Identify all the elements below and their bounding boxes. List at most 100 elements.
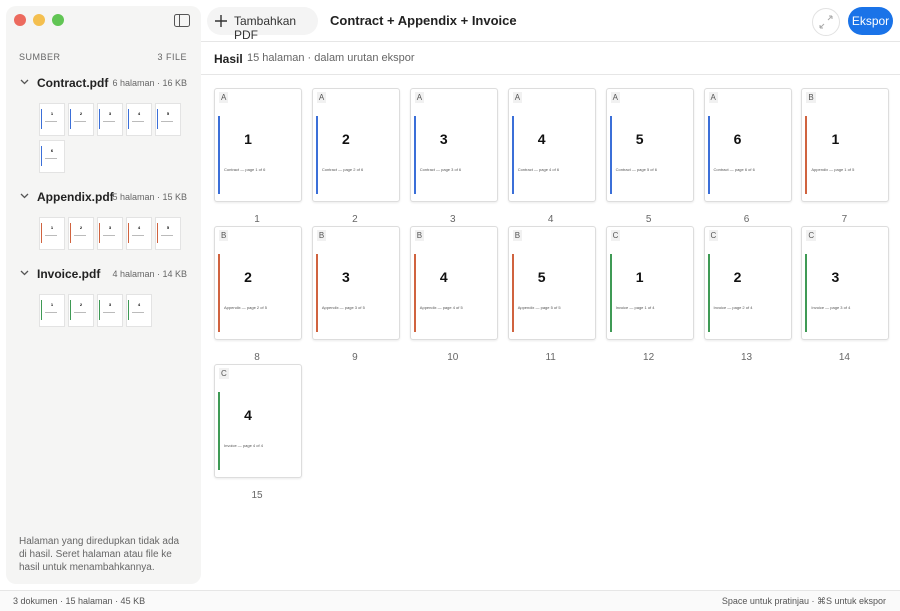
page-card[interactable]: A 5 Contract — page 5 of 6 (605, 88, 694, 202)
source-thumbnail[interactable]: 6 (39, 140, 65, 173)
page-card[interactable]: C 2 Invoice — page 2 of 4 (703, 226, 792, 340)
page-accent (315, 254, 318, 332)
thumbnail-accent (99, 300, 100, 320)
thumbnail-caption-line (45, 158, 57, 159)
page-card[interactable]: B 5 Appendix — page 5 of 5 (507, 226, 596, 340)
thumbnail-accent (128, 223, 129, 243)
thumbnail-accent (128, 109, 129, 129)
page-index: 12 (643, 352, 655, 363)
page-card[interactable]: B 2 Appendix — page 2 of 5 (214, 226, 302, 340)
source-thumbnail[interactable]: 3 (97, 294, 123, 327)
thumbnail-caption-line (74, 121, 86, 122)
thumbnail-caption-line (74, 235, 86, 236)
source-thumbnail[interactable]: 1 (39, 103, 65, 136)
thumbnail-number: 5 (166, 111, 170, 116)
thumbnail-accent (99, 223, 100, 243)
page-index: 1 (254, 214, 260, 225)
thumbnail-accent (41, 223, 42, 243)
export-button[interactable]: Ekspor (848, 7, 893, 35)
page-card[interactable]: B 1 Appendix — page 1 of 5 (801, 88, 890, 202)
toolbar (201, 0, 900, 42)
page-badge: A (219, 92, 229, 103)
thumbnail-caption-line (45, 121, 57, 122)
add-pdf-button[interactable]: Tambahkan PDF (207, 7, 318, 42)
minimize-button[interactable] (33, 14, 45, 26)
source-thumbnail[interactable]: 1 (39, 217, 65, 250)
page-index: 15 (251, 490, 263, 501)
thumbnail-accent (99, 109, 100, 129)
page-caption: Contract — page 3 of 6 (419, 167, 462, 172)
file-name[interactable]: Invoice.pdf (37, 267, 101, 281)
disclosure-chevron[interactable] (20, 79, 29, 85)
thumbnail-accent (70, 109, 71, 129)
page-card[interactable]: C 4 Invoice — page 4 of 4 (214, 364, 302, 478)
page-accent (707, 116, 710, 194)
page-number: 4 (244, 407, 252, 423)
source-thumbnail[interactable]: 4 (126, 294, 152, 327)
thumbnail-accent (41, 109, 42, 129)
thumbnail-caption-line (161, 235, 173, 236)
page-badge: B (806, 92, 816, 103)
thumbnail-number: 3 (108, 111, 112, 116)
page-card[interactable]: C 1 Invoice — page 1 of 4 (605, 226, 694, 340)
source-thumbnail[interactable]: 1 (39, 294, 65, 327)
source-thumbnail[interactable]: 3 (97, 103, 123, 136)
page-card[interactable]: A 1 Contract — page 1 of 6 (214, 88, 302, 202)
page-card[interactable]: B 3 Appendix — page 3 of 5 (311, 226, 400, 340)
page-number: 2 (733, 269, 742, 285)
source-thumbnail[interactable]: 4 (126, 217, 152, 250)
close-button[interactable] (14, 14, 26, 26)
page-caption: Appendix — page 1 of 5 (811, 167, 855, 172)
zoom-button[interactable] (52, 14, 64, 26)
file-name[interactable]: Contract.pdf (37, 76, 109, 90)
source-thumbnail[interactable]: 2 (68, 217, 94, 250)
source-thumbnail[interactable]: 4 (126, 103, 152, 136)
thumbnail-number: 2 (79, 111, 83, 116)
thumbnail-caption-line (103, 121, 115, 122)
page-card[interactable]: B 4 Appendix — page 4 of 5 (409, 226, 498, 340)
page-card[interactable]: A 6 Contract — page 6 of 6 (703, 88, 792, 202)
page-accent (511, 254, 514, 332)
page-index: 14 (838, 352, 850, 363)
add-pdf-label: Tambahkan PDF (234, 14, 297, 42)
page-number: 4 (537, 131, 546, 147)
expand-button[interactable] (812, 8, 840, 36)
source-thumbnail[interactable]: 2 (68, 294, 94, 327)
page-badge: B (414, 230, 425, 241)
document-title: Contract + Appendix + Invoice (330, 13, 517, 28)
disclosure-chevron[interactable] (20, 193, 29, 199)
page-number: 1 (244, 131, 252, 147)
thumbnail-number: 6 (50, 148, 54, 153)
thumbnail-number: 5 (166, 225, 170, 230)
source-thumbnail[interactable]: 5 (155, 217, 181, 250)
thumbnail-number: 3 (108, 225, 112, 230)
disclosure-chevron[interactable] (20, 270, 29, 276)
source-thumbnail[interactable]: 3 (97, 217, 123, 250)
page-number: 5 (537, 269, 546, 285)
thumbnail-caption-line (132, 235, 144, 236)
thumbnail-accent (70, 223, 71, 243)
sidebar-heading: SUMBER (19, 52, 61, 62)
thumbnail-caption-line (45, 312, 57, 313)
page-accent (413, 116, 416, 194)
file-name[interactable]: Appendix.pdf (37, 190, 114, 204)
source-thumbnail[interactable]: 2 (68, 103, 94, 136)
sidebar-toggle[interactable] (174, 14, 190, 27)
source-thumbnail[interactable]: 5 (155, 103, 181, 136)
thumbnail-caption-line (74, 312, 86, 313)
page-card[interactable]: A 2 Contract — page 2 of 6 (311, 88, 400, 202)
page-card[interactable]: C 3 Invoice — page 3 of 4 (801, 226, 890, 340)
page-number: 4 (439, 269, 448, 285)
result-subtitle: 15 halaman · dalam urutan ekspor (247, 52, 415, 64)
page-number: 5 (635, 131, 644, 147)
thumbnail-accent (157, 223, 158, 243)
thumbnail-number: 4 (137, 302, 141, 307)
thumbnail-number: 3 (108, 302, 112, 307)
page-caption: Appendix — page 2 of 5 (224, 305, 267, 310)
page-card[interactable]: A 4 Contract — page 4 of 6 (507, 88, 596, 202)
page-number: 3 (831, 269, 840, 285)
page-index: 8 (254, 352, 260, 363)
page-card[interactable]: A 3 Contract — page 3 of 6 (409, 88, 498, 202)
page-badge: C (610, 230, 621, 241)
